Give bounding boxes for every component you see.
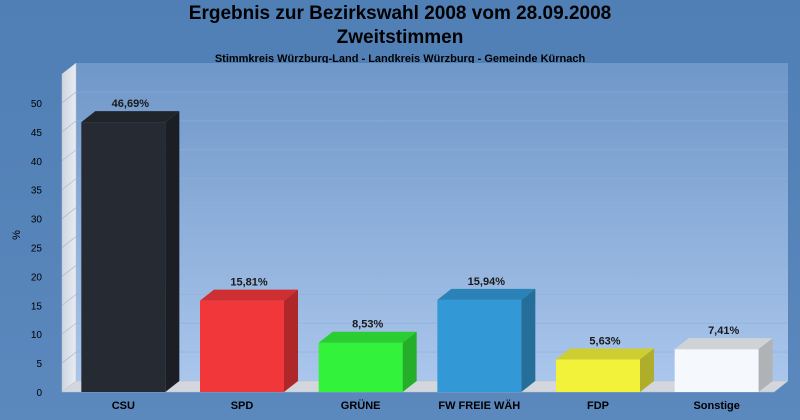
data-label: 46,69% xyxy=(112,98,150,110)
data-label: 5,63% xyxy=(589,335,620,347)
bar xyxy=(556,359,640,392)
bar-side xyxy=(284,289,298,392)
bar-top xyxy=(674,338,773,350)
chart-subsubtitle: Stimmkreis Würzburg-Land - Landkreis Wür… xyxy=(214,53,586,65)
bar-side xyxy=(402,331,417,392)
bar xyxy=(200,300,284,392)
plot-back-wall xyxy=(76,63,788,381)
bar xyxy=(318,342,403,392)
x-tick-label: FDP xyxy=(587,400,609,412)
y-tick-label: 10 xyxy=(31,330,43,341)
y-tick-label: 30 xyxy=(31,215,43,226)
data-label: 8,53% xyxy=(352,319,383,331)
gridline-depth xyxy=(61,265,77,277)
gridline-depth xyxy=(61,178,77,190)
gridline-depth xyxy=(61,91,77,104)
bar xyxy=(437,299,522,392)
gridline-depth xyxy=(61,294,77,306)
bar-top xyxy=(556,348,654,360)
chart-title: Ergebnis zur Bezirkswahl 2008 vom 28.09.… xyxy=(188,3,612,24)
bar xyxy=(674,349,759,392)
bar-side xyxy=(165,111,180,392)
y-tick-label: 0 xyxy=(36,388,42,399)
y-tick-label: 45 xyxy=(31,128,43,139)
y-tick-label: 20 xyxy=(31,272,43,283)
gridline-depth xyxy=(61,120,77,133)
data-label: 7,41% xyxy=(708,325,739,337)
y-tick-label: 5 xyxy=(36,359,42,370)
bar-top xyxy=(81,111,180,123)
bar-side xyxy=(758,338,773,392)
x-tick-label: SPD xyxy=(231,400,254,412)
bar-top xyxy=(318,331,417,343)
gridline-depth xyxy=(61,149,77,162)
bar xyxy=(81,122,166,392)
y-axis-label: % xyxy=(11,230,23,240)
chart-subtitle: Zweitstimmen xyxy=(336,27,464,48)
x-tick-label: Sonstige xyxy=(693,400,739,412)
x-tick-label: GRÜNE xyxy=(341,399,381,412)
y-tick-label: 25 xyxy=(31,244,43,255)
y-tick-label: 15 xyxy=(31,301,43,312)
bar-top xyxy=(437,288,536,300)
x-tick-label: FW FREIE WÄH xyxy=(438,399,520,412)
gridline-depth xyxy=(61,322,77,335)
bar-side xyxy=(521,288,536,392)
y-tick-label: 50 xyxy=(31,99,43,110)
gridline-depth xyxy=(61,351,77,364)
bar-side xyxy=(640,348,654,392)
data-label: 15,94% xyxy=(468,276,506,288)
y-tick-label: 40 xyxy=(31,157,43,168)
bar-top xyxy=(200,289,298,301)
x-tick-label: CSU xyxy=(112,400,135,412)
gridline-depth xyxy=(61,236,77,248)
y-tick-label: 35 xyxy=(31,186,43,197)
plot-side-wall xyxy=(61,62,77,393)
gridline-depth xyxy=(61,207,77,219)
data-label: 15,81% xyxy=(230,277,268,289)
